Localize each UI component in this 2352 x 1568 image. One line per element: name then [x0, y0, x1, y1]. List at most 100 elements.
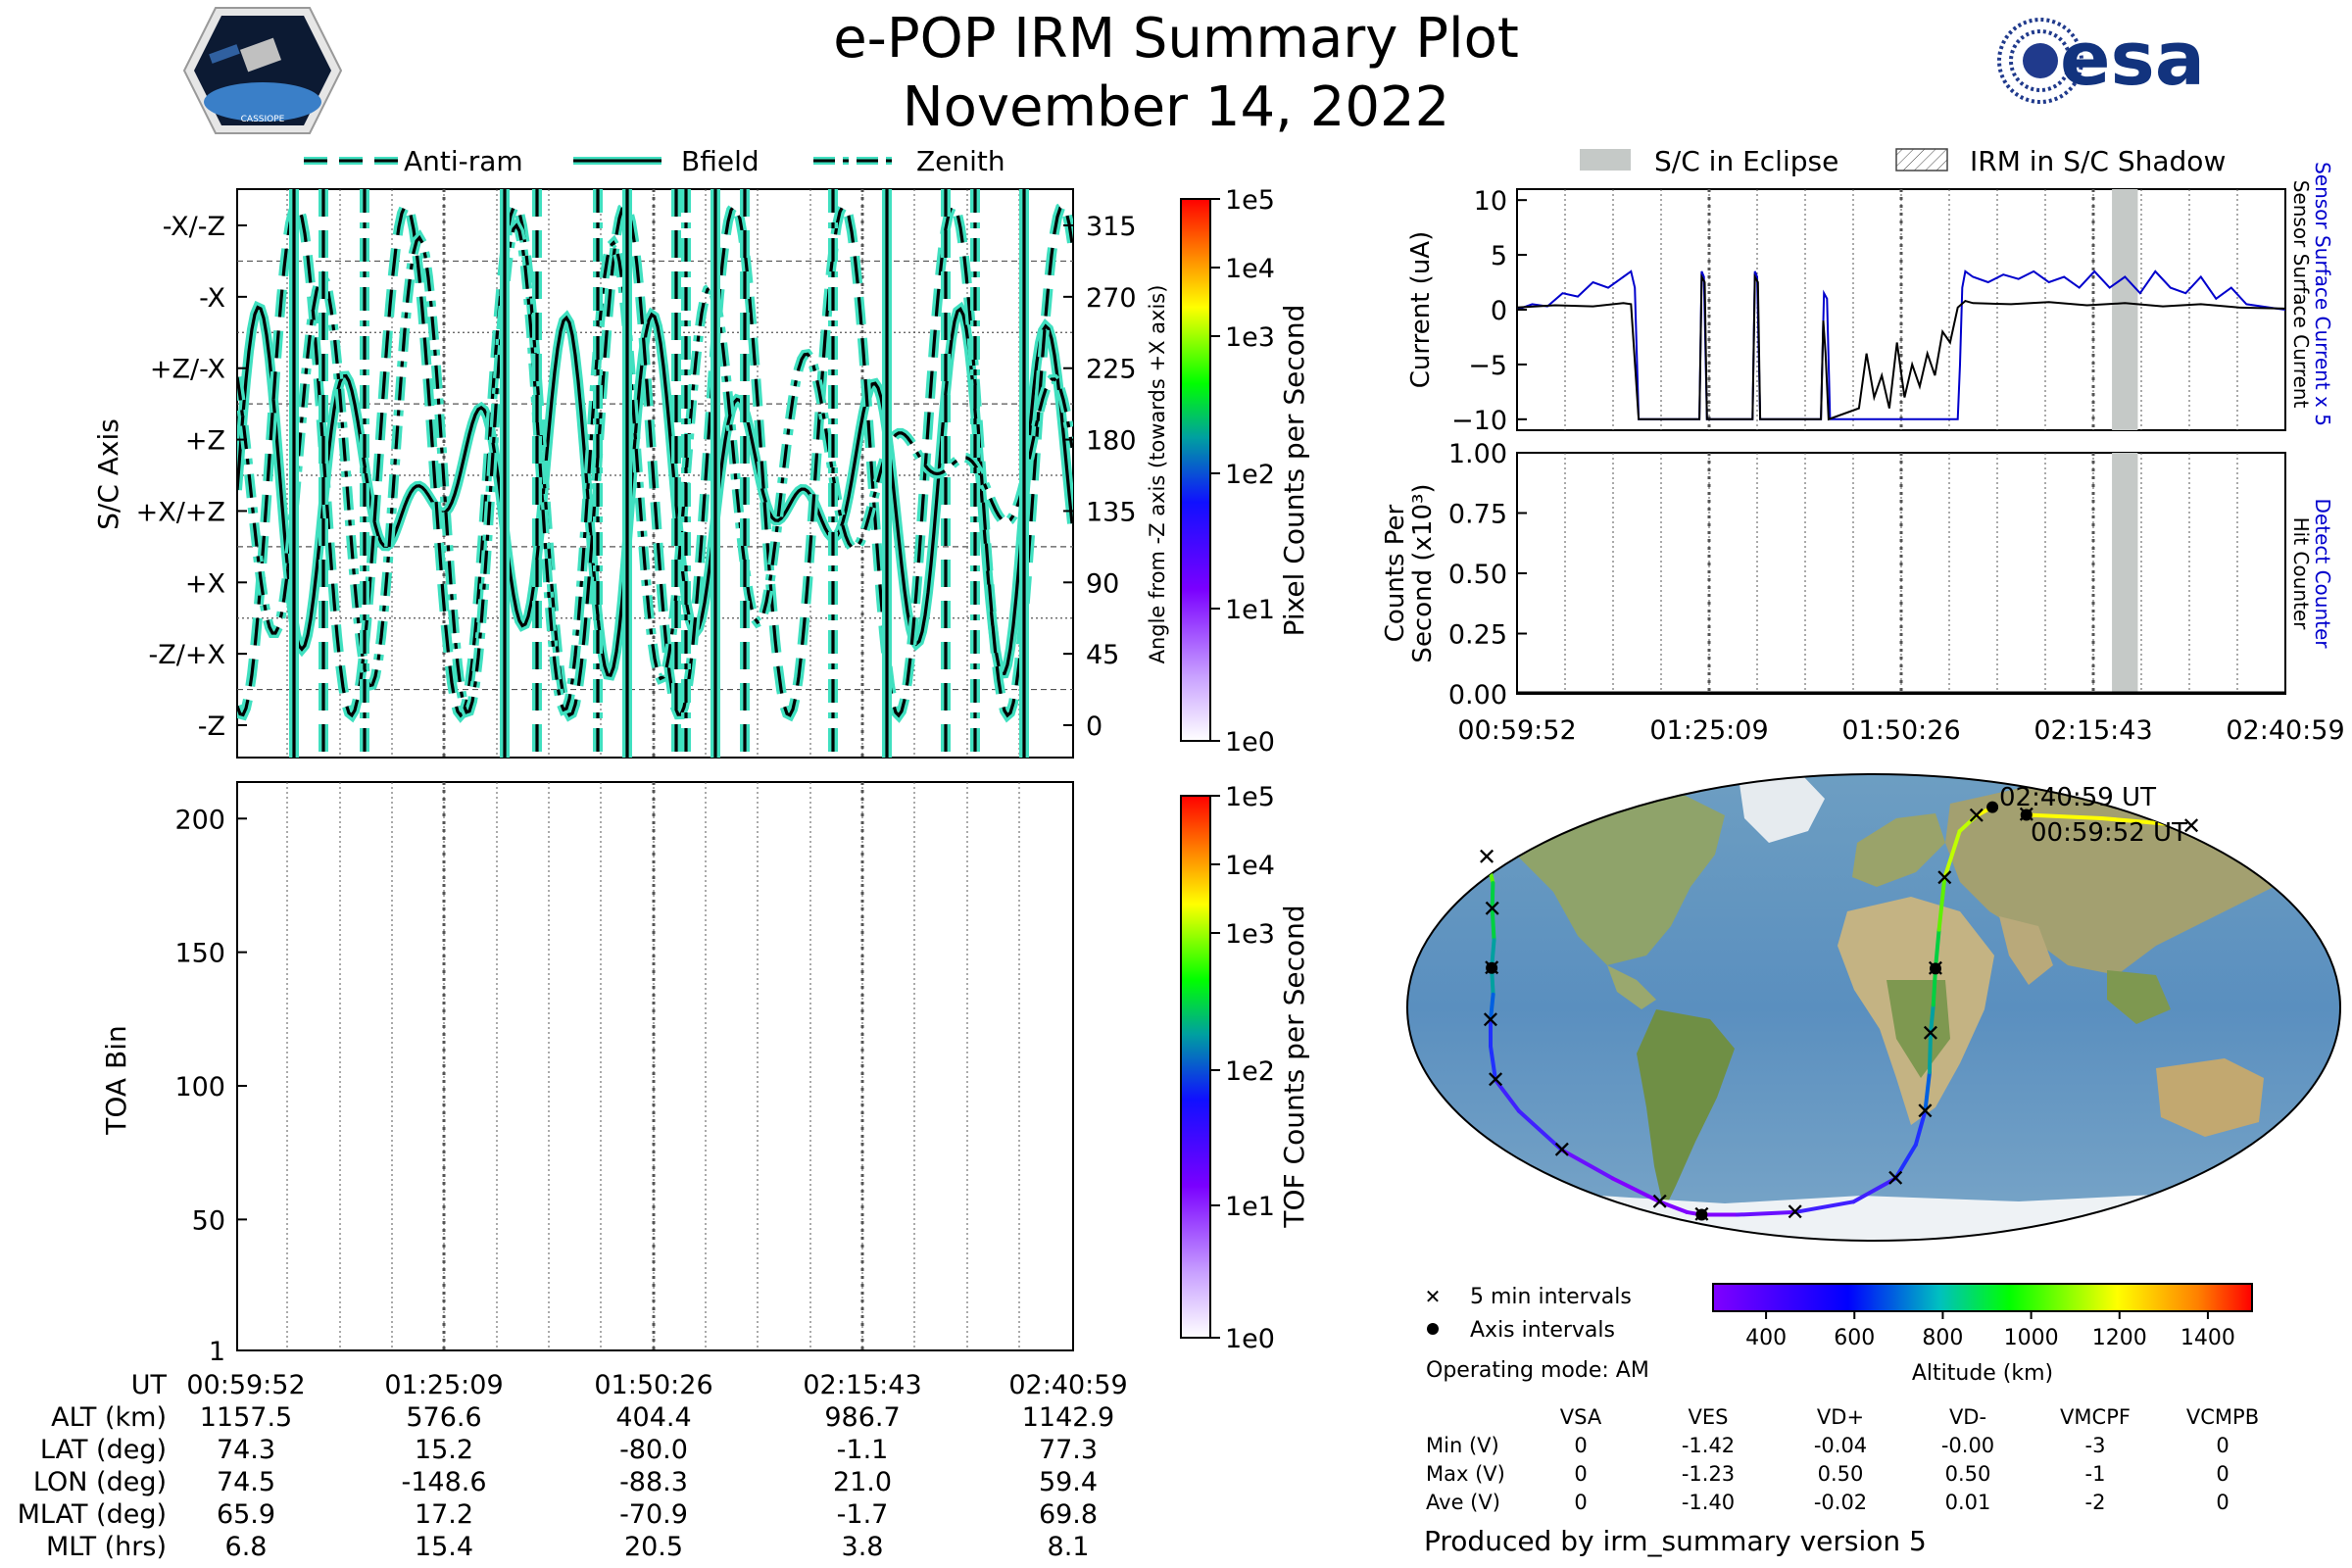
legend-axis-label: Axis intervals: [1470, 1318, 1615, 1343]
page-title: e-POP IRM Summary Plot: [833, 7, 1519, 71]
direction-right-tick: 315: [1086, 212, 1137, 242]
counts-xtick: 00:59:52: [1457, 715, 1576, 746]
altitude-tick: 600: [1834, 1326, 1875, 1350]
tof-colorbar: 1e5 1e4 1e3 1e2 1e1 1e0 TOF Counts per Second: [1180, 782, 1310, 1354]
ut-cell: -1.1: [837, 1435, 889, 1465]
direction-right-tick: 225: [1086, 355, 1137, 385]
five-minute-marker: ✕: [1915, 1098, 1935, 1125]
map-end-label: 02:40:59 UT: [1999, 783, 2156, 812]
track-segment: [1490, 881, 1495, 911]
five-minute-marker: ✕: [1921, 1019, 1940, 1047]
counts-right-label-1: Detect Counter: [2311, 499, 2334, 650]
legend-5min-marker: ✕: [1425, 1285, 1442, 1308]
ut-cell: 20.5: [624, 1532, 683, 1562]
pixel-colorbar-label: Pixel Counts per Second: [1278, 305, 1310, 637]
voltage-row-label: Max (V): [1426, 1462, 1505, 1486]
track-segment: [1792, 1200, 1856, 1214]
counts-ylabel-2: Second (x10³): [1408, 483, 1438, 662]
ut-cell: 69.8: [1039, 1499, 1098, 1530]
operating-mode: Operating mode: AM: [1426, 1358, 1649, 1383]
five-minute-marker: ✕: [2181, 812, 2201, 840]
direction-right-tick: 135: [1086, 497, 1137, 527]
current-ytick: −5: [1468, 351, 1507, 381]
voltage-cell: -1.42: [1682, 1434, 1735, 1457]
ut-row-label: LON (deg): [33, 1467, 167, 1497]
ut-cell: 65.9: [217, 1499, 275, 1530]
legend-zenith: Zenith: [916, 145, 1005, 177]
ut-cell: 02:40:59: [1008, 1370, 1127, 1400]
pixel-colorbar-tick: 1e5: [1225, 185, 1275, 216]
tof-colorbar-tick: 1e4: [1225, 851, 1275, 881]
counts-right-label-2: Hit Counter: [2289, 517, 2313, 630]
voltage-cell: -0.04: [1814, 1434, 1867, 1457]
counts-xtick: 01:50:26: [1841, 715, 1960, 746]
map-start-label: 00:59:52 UT: [2031, 818, 2187, 848]
voltage-header: VCMPB: [2186, 1405, 2259, 1429]
track-segment: [1936, 875, 1947, 932]
voltage-cell: -0.02: [1814, 1491, 1867, 1514]
legend-axis-marker: [1427, 1323, 1439, 1335]
ut-cell: 6.8: [225, 1532, 268, 1562]
track-segment: [1516, 1108, 1564, 1152]
axis-interval-marker: [1929, 962, 1941, 975]
logo-caption: CASSIOPE: [241, 115, 285, 124]
tof-colorbar-tick: 1e5: [1225, 782, 1275, 812]
voltage-cell: -3: [2085, 1434, 2106, 1457]
toa-ylabel: TOA Bin: [100, 1025, 132, 1135]
voltage-cell: 0: [1574, 1491, 1587, 1514]
axis-interval-marker: [1695, 1208, 1708, 1221]
track-segment: [1927, 1031, 1933, 1075]
track-segment: [1933, 927, 1941, 971]
pixel-colorbar-gradient: [1180, 198, 1211, 742]
counts-xtick: 02:40:59: [2226, 715, 2344, 746]
altitude-tick: 800: [1922, 1326, 1963, 1350]
ut-cell: -88.3: [619, 1467, 688, 1497]
ut-cell: -1.7: [837, 1499, 889, 1530]
ut-cell: 3.8: [842, 1532, 884, 1562]
voltage-header: VD+: [1817, 1405, 1864, 1429]
ut-cell: 74.3: [217, 1435, 275, 1465]
altitude-colorbar: 400 600 800 1000 1200 1400 Altitude (km): [1712, 1283, 2253, 1386]
track-segment: [1657, 1200, 1690, 1214]
five-minute-marker: ✕: [1477, 844, 1496, 871]
direction-right-axis-label: Angle from -Z axis (towards +X axis): [1146, 285, 1169, 664]
direction-right-tick: 45: [1086, 640, 1119, 670]
current-ytick: 10: [1474, 186, 1507, 217]
toa-ytick: 1: [209, 1337, 225, 1367]
track-segment: [1610, 1176, 1662, 1204]
voltage-header: VES: [1689, 1405, 1729, 1429]
esa-wordmark: esa: [2060, 15, 2205, 102]
current-plot: 10 5 0 −5 −10 Current (uA) Sensor Surface Cu…: [1406, 162, 2334, 436]
counts-ytick: 0.50: [1448, 560, 1507, 590]
footer-version: Produced by irm_summary version 5: [1424, 1525, 1927, 1557]
altitude-tick: 400: [1745, 1326, 1787, 1350]
direction-left-tick: +X: [185, 568, 225, 599]
voltage-cell: -1.23: [1682, 1462, 1735, 1486]
pixel-colorbar-tick: 1e3: [1225, 322, 1275, 353]
track-segment: [1893, 1143, 1918, 1181]
ut-row-label: LAT (deg): [40, 1435, 167, 1465]
counts-ytick: 0.25: [1448, 620, 1507, 651]
ut-cell: 74.5: [217, 1467, 275, 1497]
legend-bfield: Bfield: [681, 145, 760, 177]
ut-cell: 02:15:43: [803, 1370, 921, 1400]
track-segment: [1490, 906, 1496, 943]
current-ytick: −10: [1451, 406, 1507, 436]
track-segment: [1488, 992, 1495, 1023]
ut-cell: 8.1: [1048, 1532, 1090, 1562]
ut-cell: 77.3: [1039, 1435, 1098, 1465]
current-series-sensor: [1517, 272, 2285, 421]
ut-cell: 59.4: [1039, 1467, 1098, 1497]
direction-right-tick: 180: [1086, 426, 1137, 457]
ut-row-label: UT: [131, 1370, 168, 1400]
ut-cell: 01:25:09: [384, 1370, 503, 1400]
counts-ytick: 0.75: [1448, 500, 1507, 530]
five-minute-marker: ✕: [1481, 1006, 1500, 1034]
ground-track-map: ✕✕✕✕✕✕✕✕✕✕✕✕✕✕✕✕✕ 02:40:59 UT 00:59:52 U…: [1406, 773, 2341, 1242]
voltage-header: VD-: [1949, 1405, 1986, 1429]
toa-ytick: 50: [192, 1205, 225, 1236]
map-legend: ✕ 5 min intervals Axis intervals Operati…: [1425, 1285, 1649, 1383]
pixel-colorbar-tick: 1e4: [1225, 254, 1275, 284]
counts-eclipse-band: [2112, 453, 2138, 694]
